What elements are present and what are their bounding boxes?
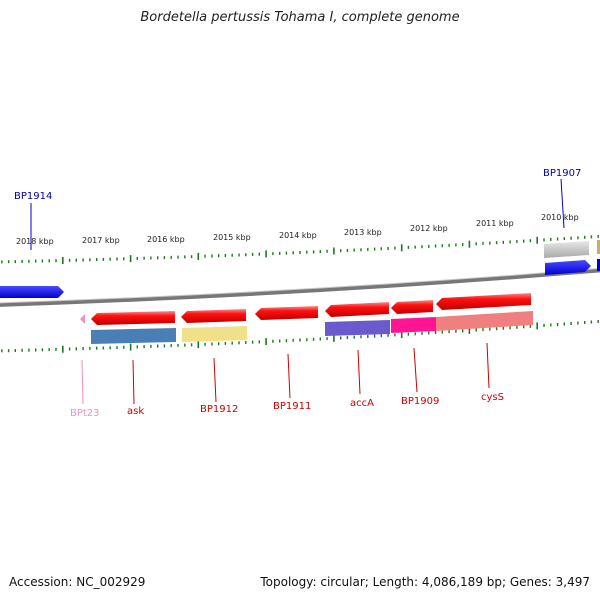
gene-cyss[interactable] bbox=[436, 293, 531, 310]
feature-magenta[interactable] bbox=[391, 317, 436, 333]
gene-labels: BP1914 BP1907 BPt23 ask BP1912 BP1911 ac… bbox=[14, 168, 581, 419]
kbp-label: 2010 kbp bbox=[541, 213, 579, 222]
leader-bp1907 bbox=[560, 178, 565, 229]
leader-bp1911 bbox=[287, 353, 291, 399]
leader-ask bbox=[132, 359, 135, 405]
label-bp1907: BP1907 bbox=[543, 168, 581, 179]
inner-tick-ring bbox=[1, 320, 599, 353]
topology-text: Topology: circular; Length: 4,086,189 bp… bbox=[260, 575, 590, 589]
feature-khaki[interactable] bbox=[182, 326, 247, 342]
genome-backbone bbox=[0, 268, 600, 307]
kbp-labels: 2018 kbp 2017 kbp 2016 kbp 2015 kbp 2014… bbox=[16, 213, 579, 246]
gene-yellow-edge[interactable] bbox=[597, 240, 600, 254]
gene-bp1912[interactable] bbox=[181, 309, 246, 323]
gene-bpt23[interactable] bbox=[80, 314, 85, 324]
label-bpt23: BPt23 bbox=[70, 408, 100, 419]
leader-bp1912 bbox=[213, 357, 217, 403]
forward-genes bbox=[0, 240, 600, 298]
kbp-label: 2017 kbp bbox=[82, 236, 120, 245]
kbp-label: 2014 kbp bbox=[279, 231, 317, 240]
leader-bpt23 bbox=[81, 359, 84, 405]
feature-salmon[interactable] bbox=[436, 311, 533, 331]
kbp-label: 2016 kbp bbox=[147, 235, 185, 244]
label-ask: ask bbox=[127, 406, 144, 417]
leader-bp1909 bbox=[413, 347, 418, 393]
gene-ask[interactable] bbox=[91, 311, 175, 325]
feature-slateblue[interactable] bbox=[325, 320, 390, 336]
label-leaders bbox=[30, 178, 565, 405]
kbp-label: 2011 kbp bbox=[476, 219, 514, 228]
label-bp1914: BP1914 bbox=[14, 191, 52, 202]
gene-bp1914[interactable] bbox=[0, 286, 64, 298]
gene-bp1907[interactable] bbox=[545, 260, 591, 275]
leader-cyss bbox=[486, 342, 490, 389]
map-title: Bordetella pertussis Tohama I, complete … bbox=[140, 10, 460, 25]
label-bp1912: BP1912 bbox=[200, 404, 238, 415]
reverse-genes bbox=[80, 293, 533, 344]
label-bp1909: BP1909 bbox=[401, 396, 439, 407]
kbp-label: 2013 kbp bbox=[344, 228, 382, 237]
outer-tick-ring bbox=[1, 234, 599, 264]
leader-acca bbox=[357, 349, 361, 395]
genome-backbone-highlight bbox=[0, 267, 600, 304]
kbp-label: 2018 kbp bbox=[16, 237, 54, 246]
feature-steelblue[interactable] bbox=[91, 328, 176, 344]
kbp-label: 2012 kbp bbox=[410, 224, 448, 233]
gene-bp1911[interactable] bbox=[255, 306, 318, 320]
label-cyss: cysS bbox=[481, 392, 504, 403]
gene-acca[interactable] bbox=[325, 302, 389, 317]
gene-grey[interactable] bbox=[544, 241, 589, 258]
label-acca: accA bbox=[350, 398, 374, 409]
gene-blue-edge[interactable] bbox=[597, 259, 600, 271]
accession-text: Accession: NC_002929 bbox=[9, 575, 146, 589]
label-bp1911: BP1911 bbox=[273, 401, 311, 412]
kbp-label: 2015 kbp bbox=[213, 233, 251, 242]
gene-bp1909[interactable] bbox=[391, 300, 433, 314]
